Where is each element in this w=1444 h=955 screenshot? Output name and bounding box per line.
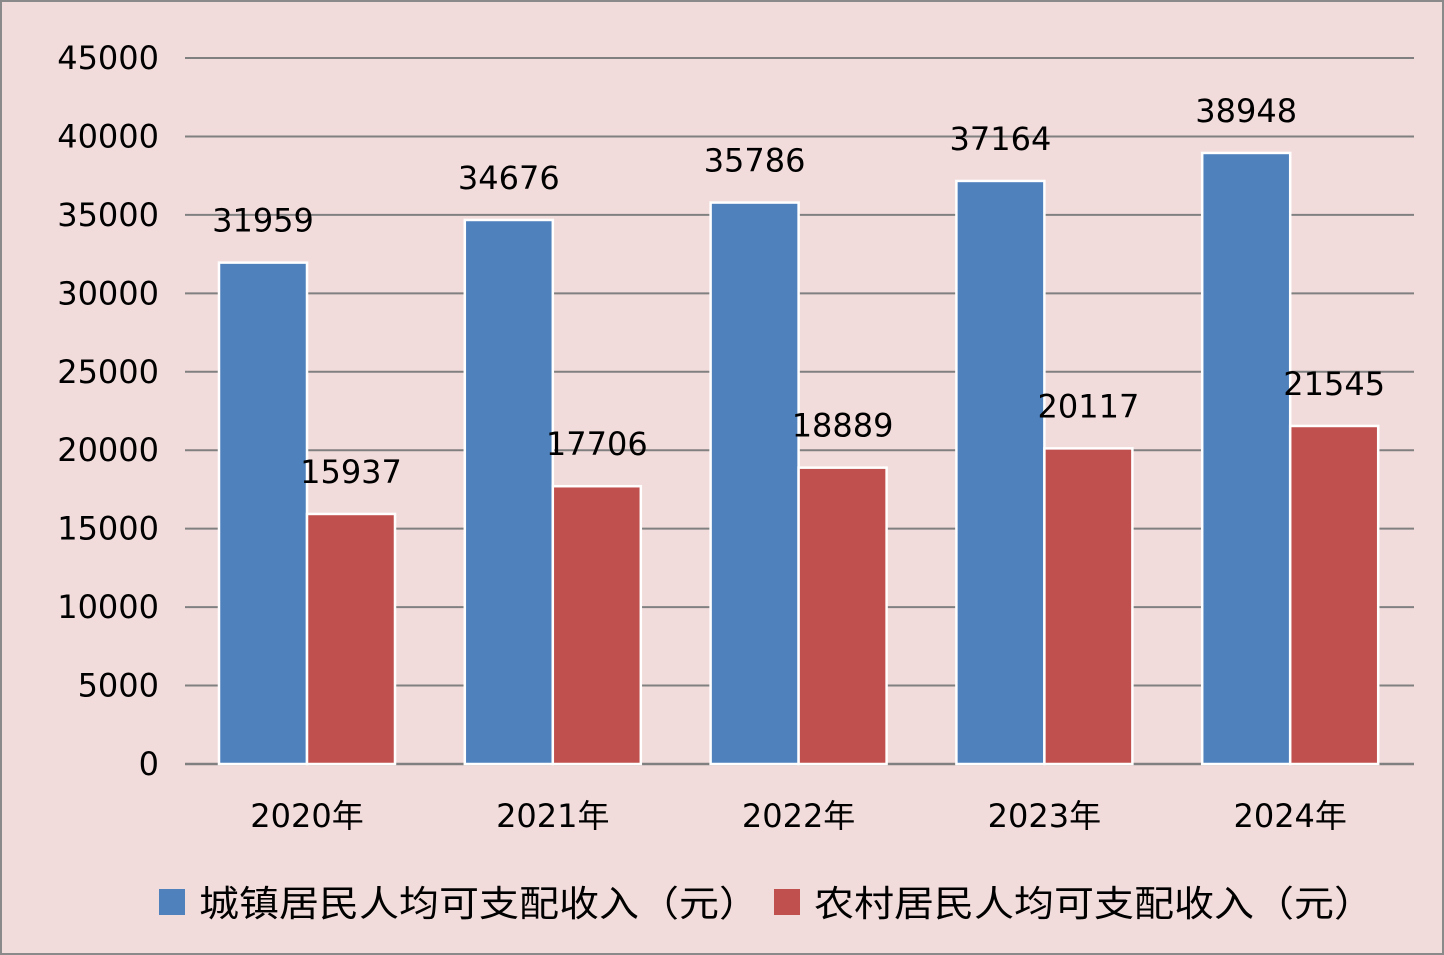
y-tick-label: 30000 <box>57 274 159 312</box>
y-tick-label: 45000 <box>57 39 159 77</box>
y-tick-label: 35000 <box>57 196 159 234</box>
x-tick-label: 2023年 <box>988 797 1101 835</box>
x-tick-label: 2021年 <box>496 797 609 835</box>
legend-label: 农村居民人均可支配收入（元） <box>814 884 1374 925</box>
bar[interactable] <box>217 261 309 766</box>
y-tick-label: 10000 <box>57 588 159 626</box>
data-label: 18889 <box>792 407 894 445</box>
y-tick-label: 0 <box>139 745 159 783</box>
bars <box>217 151 1380 766</box>
x-tick-label: 2022年 <box>742 797 855 835</box>
data-labels: 31959 15937 34676 17706 35786 18889 37164 20117… <box>212 92 1385 491</box>
data-label: 38948 <box>1195 92 1297 130</box>
data-label: 15937 <box>300 453 402 491</box>
legend-item[interactable]: 城镇居民人均可支配收入（元） <box>159 884 759 925</box>
data-label: 37164 <box>950 120 1052 158</box>
data-label: 20117 <box>1038 387 1140 425</box>
y-axis-tick-labels: 0 5000 10000 15000 20000 25000 30000 35000 40000… <box>57 39 159 783</box>
legend-swatch <box>159 889 185 915</box>
bar[interactable] <box>955 179 1046 766</box>
y-tick-label: 15000 <box>57 510 159 548</box>
legend-label: 城镇居民人均可支配收入（元） <box>199 884 759 925</box>
bar[interactable] <box>797 466 888 766</box>
x-tick-label: 2020年 <box>250 797 363 835</box>
y-tick-label: 20000 <box>57 431 159 469</box>
legend-swatch <box>774 889 800 915</box>
bar[interactable] <box>709 201 800 766</box>
y-tick-label: 40000 <box>57 117 159 155</box>
legend-item[interactable]: 农村居民人均可支配收入（元） <box>774 884 1374 925</box>
bar[interactable] <box>305 512 397 766</box>
bar[interactable] <box>463 218 555 766</box>
legend[interactable]: 城镇居民人均可支配收入（元） 农村居民人均可支配收入（元） <box>159 884 1374 925</box>
data-label: 34676 <box>458 159 560 197</box>
data-label: 17706 <box>546 425 648 463</box>
data-label: 35786 <box>704 142 806 180</box>
y-tick-label: 5000 <box>78 667 159 705</box>
bar[interactable] <box>1288 424 1380 766</box>
data-label: 31959 <box>212 202 314 240</box>
x-tick-label: 2024年 <box>1233 797 1346 835</box>
data-label: 21545 <box>1283 365 1385 403</box>
y-tick-label: 25000 <box>57 353 159 391</box>
x-axis-tick-labels: 2020年 2021年 2022年 2023年 2024年 <box>250 797 1347 835</box>
bar[interactable] <box>1200 151 1292 766</box>
bar[interactable] <box>551 484 643 766</box>
bar[interactable] <box>1043 447 1134 766</box>
